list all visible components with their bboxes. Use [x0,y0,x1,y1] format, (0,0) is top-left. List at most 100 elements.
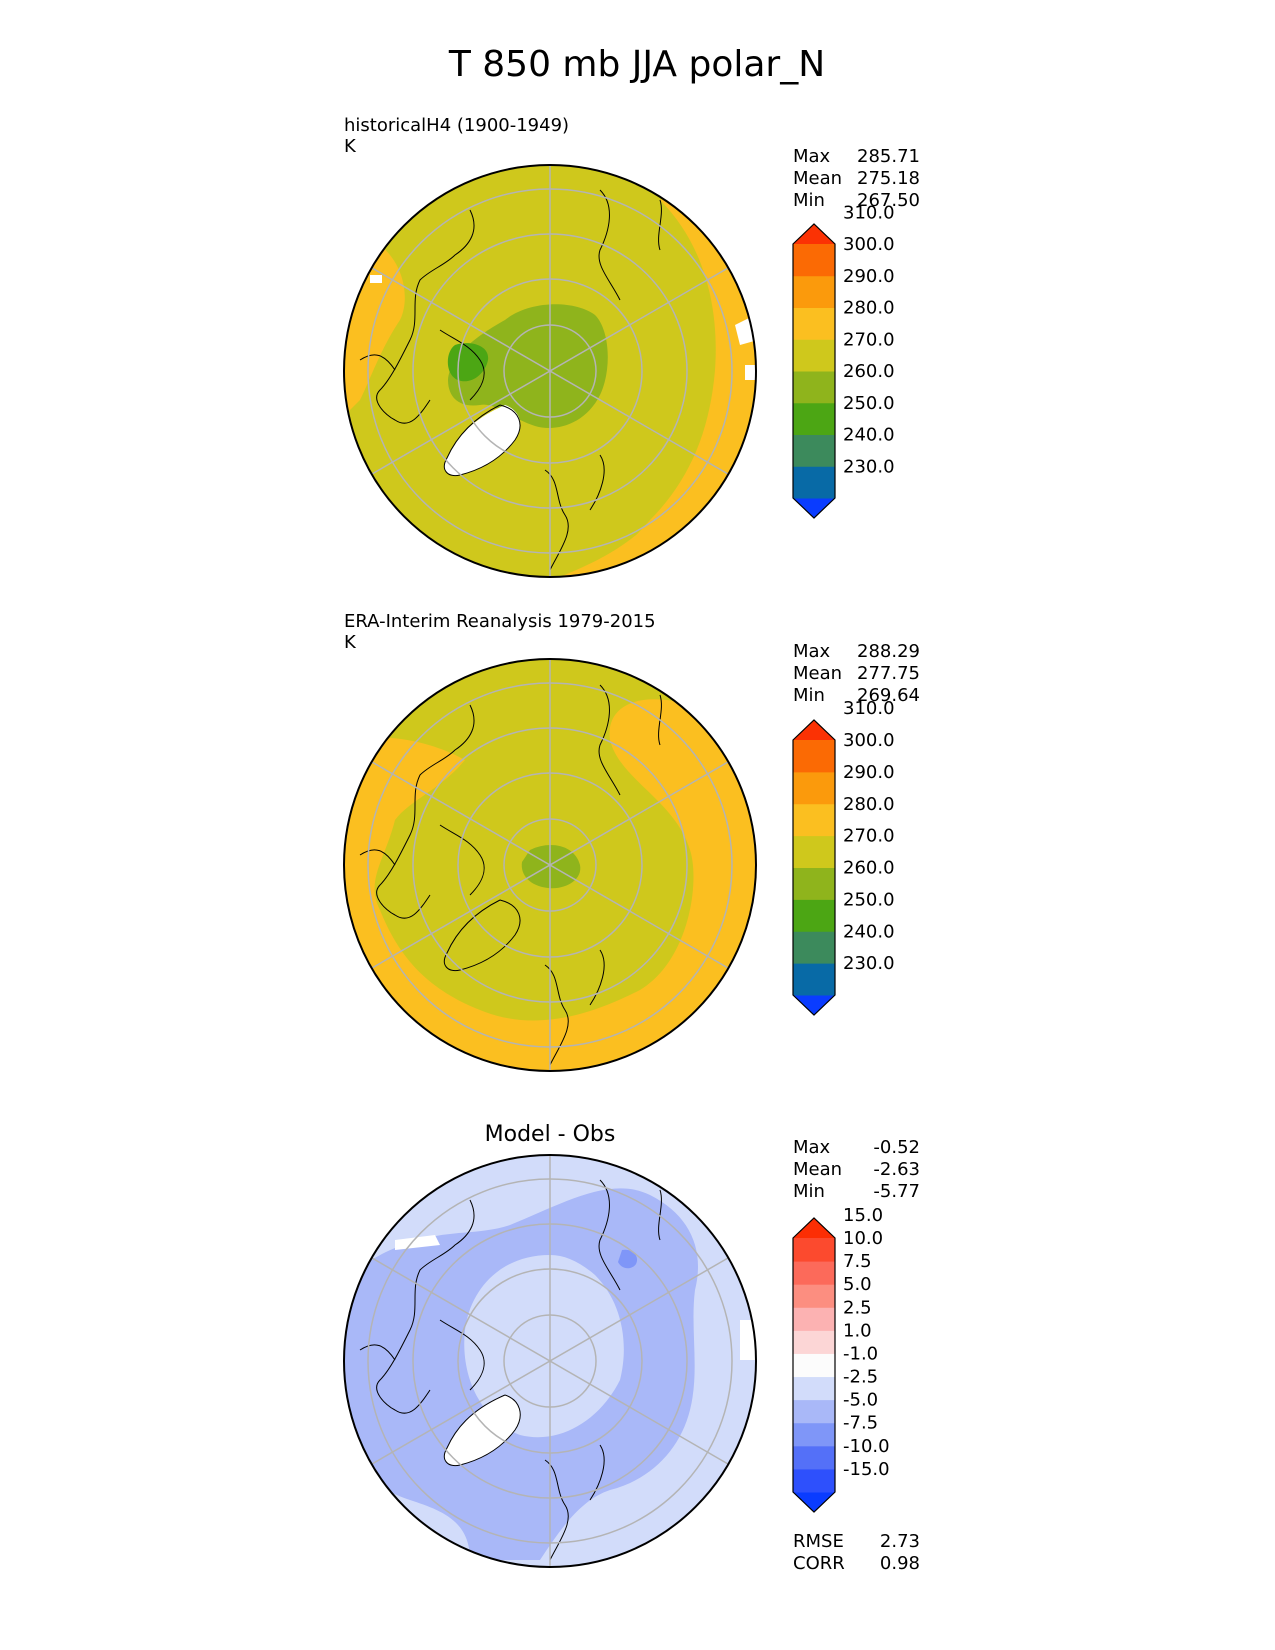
metrics-box: RMSE 2.73 CORR 0.98 [793,1531,920,1574]
colorbar-extend-min [793,498,835,518]
stats-box: Max 288.29 Mean 277.75 Min 269.64 [793,641,920,706]
colorbar-tick-label: 240.0 [843,921,895,942]
colorbar-segment [793,1422,835,1447]
colorbar-extend-max [793,1218,835,1238]
colorbar-segment [793,1330,835,1354]
colorbar-segment [793,1445,835,1470]
colorbar-outline [792,223,836,519]
panel-observations: ERA-Interim Reanalysis 1979-2015 K [343,611,920,1072]
colorbar-segment [793,307,835,340]
colorbar-tick-label: -7.5 [843,1413,878,1434]
colorbar-tick-label: 260.0 [843,858,895,879]
colorbar-tick-label: 230.0 [843,456,895,477]
metric-value-corr: 0.98 [880,1553,920,1574]
colorbar-segment [793,963,835,996]
colorbar-tick-label: 15.0 [843,1205,883,1226]
missing-data-region [370,275,382,283]
missing-data-region [395,1235,440,1250]
map-boundary [343,164,757,578]
colorbar-segment [793,740,835,773]
map-boundary [343,1154,757,1568]
colorbar-segment [793,402,835,435]
colorbar-extend-min [793,995,835,1015]
colorbar-tick-label: 290.0 [843,266,895,287]
coastlines [359,189,662,571]
graticule [367,1155,733,1567]
colorbar: 230.0 240.0 250.0 260.0 270.0 280.0 290.0 300.0… [792,698,895,1016]
colorbar-tick-label: 270.0 [843,329,895,350]
colorbar-segment [793,867,835,900]
colorbar-tick-label: 280.0 [843,794,895,815]
colorbar-tick-label: 310.0 [843,698,895,719]
colorbar-tick-label: 230.0 [843,953,895,974]
map-boundary [343,658,757,1072]
stat-value-min: 267.50 [857,190,920,211]
colorbar-tick-label: 290.0 [843,762,895,783]
colorbar-segment [793,1468,835,1493]
colorbar-segment [793,371,835,404]
panel-units: K [344,136,357,157]
colorbar-extend-max [793,720,835,740]
stats-box: Max -0.52 Mean -2.63 Min -5.77 [793,1137,920,1202]
colorbar: 230.0 240.0 250.0 260.0 270.0 280.0 290.0 300.0… [792,202,895,519]
missing-data-region [745,365,756,380]
colorbar-segment [793,899,835,932]
colorbar-segment [793,835,835,868]
colorbar-segment [793,244,835,277]
stat-label-mean: Mean [793,663,842,684]
panel-model: historicalH4 (1900-1949) K [343,115,920,578]
colorbar-segment [793,1376,835,1401]
polar-map [344,1155,756,1567]
colorbar-tick-label: 250.0 [843,393,895,414]
colorbar-segment [793,1284,835,1308]
stats-box: Max 285.71 Mean 275.18 Min 267.50 [793,146,920,211]
colorbar-extend-min [793,1492,835,1512]
colorbar-segment [793,339,835,372]
colorbar-segment [793,1261,835,1285]
colorbar-tick-label: 270.0 [843,826,895,847]
colorbar-tick-label: 300.0 [843,234,895,255]
colorbar-segment [793,1307,835,1331]
stat-label-max: Max [793,641,831,662]
polar-map [344,165,756,577]
panel-difference: Model - Obs [343,1122,920,1574]
metric-label-rmse: RMSE [793,1531,844,1552]
colorbar-tick-label: 310.0 [843,202,895,223]
panel-title: historicalH4 (1900-1949) [344,115,569,136]
colorbar-tick-label: -15.0 [843,1459,890,1480]
panel-title: ERA-Interim Reanalysis 1979-2015 [344,611,656,632]
polar-map [344,659,756,1071]
colorbar: -15.0-10.0-7.5-5.0-2.5 -1.01.02.55.07.510… [792,1205,890,1513]
figure-title: T 850 mb JJA polar_N [448,44,825,85]
stat-value-max: 285.71 [857,146,920,167]
stat-label-min: Min [793,190,825,211]
stat-label-min: Min [793,685,825,706]
stat-label-mean: Mean [793,1159,842,1180]
colorbar-segment [793,434,835,467]
stat-value-max: 288.29 [857,641,920,662]
stat-label-mean: Mean [793,168,842,189]
metric-label-corr: CORR [793,1553,845,1574]
stat-label-max: Max [793,1137,831,1158]
colorbar-tick-label: 280.0 [843,298,895,319]
colorbar-segment [793,931,835,964]
colorbar-tick-label: 7.5 [843,1251,872,1272]
colorbar-tick-label: 250.0 [843,889,895,910]
colorbar-tick-label: 1.0 [843,1320,872,1341]
bias-spot-region [618,1249,638,1269]
missing-data-region [444,405,521,476]
graticule [367,165,733,577]
stat-value-max: -0.52 [873,1137,920,1158]
stat-label-max: Max [793,146,831,167]
colorbar-tick-label: -5.0 [843,1390,878,1411]
colorbar-tick-label: -1.0 [843,1343,878,1364]
stat-label-min: Min [793,1181,825,1202]
colorbar-tick-label: 300.0 [843,730,895,751]
colorbar-segment [793,466,835,499]
colorbar-segment [793,1238,835,1262]
colorbar-tick-label: 260.0 [843,361,895,382]
colorbar-tick-label: 2.5 [843,1297,872,1318]
colorbar-tick-label: -10.0 [843,1436,890,1457]
stat-value-mean: -2.63 [873,1159,920,1180]
